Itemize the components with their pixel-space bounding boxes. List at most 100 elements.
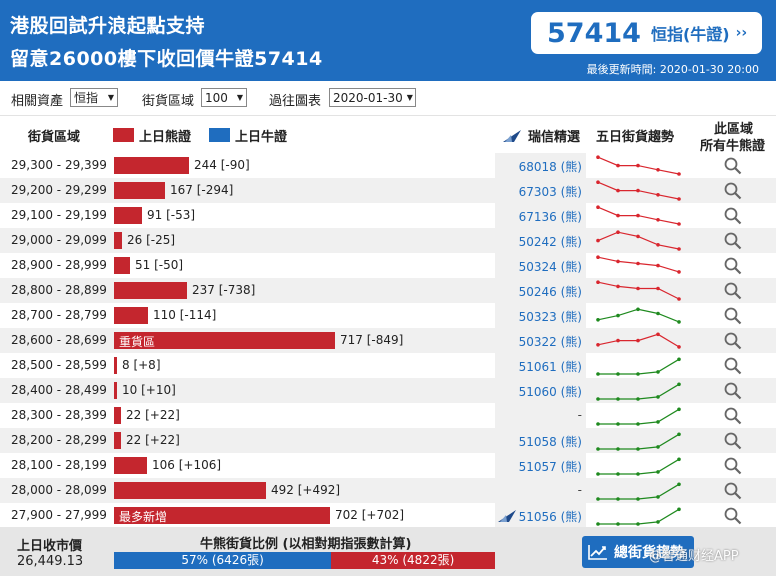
magnifier-icon[interactable]	[723, 381, 743, 401]
last-updated: 最後更新時間: 2020-01-30 20:00	[586, 63, 759, 76]
trend-point	[677, 357, 681, 362]
pick-warrant-link[interactable]: 68018 (熊)	[518, 160, 582, 174]
total-trend-button[interactable]: 總街貨趨勢	[582, 536, 694, 568]
pick-warrant-link[interactable]: 50322 (熊)	[518, 335, 582, 349]
magnifier-icon[interactable]	[723, 431, 743, 451]
pick-warrant-link[interactable]: 50246 (熊)	[518, 285, 582, 299]
table-row: 28,800 - 28,899 237 [-738] 50246 (熊)	[0, 278, 776, 303]
past-chart-date-value: 2020-01-30	[333, 90, 403, 105]
trend-point	[596, 343, 600, 347]
magnifier-icon[interactable]	[723, 406, 743, 426]
pick-cell: 51058 (熊)	[495, 428, 586, 453]
magnifier-icon[interactable]	[723, 456, 743, 476]
zone-select[interactable]: 100 ▼	[201, 88, 247, 107]
trend-point	[656, 311, 660, 316]
trend-point	[616, 259, 620, 264]
magnifier-icon[interactable]	[723, 231, 743, 251]
trend-point	[616, 163, 620, 168]
header: 港股回試升浪起點支持 留意26000樓下收回價牛證57414 57414 恒指(…	[0, 0, 776, 81]
magnifier-icon[interactable]	[723, 356, 743, 376]
bear-quantity-bar	[114, 457, 147, 474]
quantity-label: 702 [+702]	[335, 508, 405, 522]
footer: 上日收市價 26,449.13 牛熊街貨比例 (以相對期指張數計算) 57% (…	[0, 527, 776, 576]
asset-select[interactable]: 恒指 ▼	[70, 88, 118, 107]
trend-point	[596, 280, 600, 284]
pick-warrant-link[interactable]: 51061 (熊)	[518, 360, 582, 374]
zone-range: 28,700 - 28,799	[11, 308, 107, 322]
zone-column-header: 街貨區域	[28, 130, 81, 145]
magnifier-icon[interactable]	[723, 256, 743, 276]
pick-warrant-link[interactable]: 50323 (熊)	[518, 310, 582, 324]
magnifier-icon[interactable]	[723, 281, 743, 301]
table-row: 27,900 - 27,999 最多新增 702 [+702] 51056 (熊)	[0, 503, 776, 528]
pick-warrant-link[interactable]: 51057 (熊)	[518, 460, 582, 474]
asset-select-value: 恒指	[74, 91, 99, 105]
credit-suisse-sails-icon	[498, 510, 516, 522]
pick-warrant-link[interactable]: 67303 (熊)	[518, 185, 582, 199]
prev-close-value: 26,449.13	[17, 554, 84, 569]
bear-legend-swatch	[113, 128, 134, 142]
magnifier-icon[interactable]	[723, 156, 743, 176]
trend-point	[656, 332, 660, 337]
trend-point	[616, 372, 620, 376]
five-day-trend-sparkline	[596, 180, 681, 201]
magnifier-icon[interactable]	[723, 181, 743, 201]
trend-point	[677, 457, 681, 462]
trend-point	[616, 213, 620, 218]
past-chart-date-select[interactable]: 2020-01-30 ▼	[329, 88, 416, 107]
pick-warrant-link[interactable]: 67136 (熊)	[518, 210, 582, 224]
zone-range: 28,000 - 28,099	[11, 483, 107, 497]
prev-close-label: 上日收市價	[17, 539, 83, 554]
pick-cell: 51061 (熊)	[495, 353, 586, 378]
quantity-label: 91 [-53]	[147, 208, 196, 222]
trend-point	[596, 238, 600, 243]
magnifier-icon[interactable]	[723, 506, 743, 526]
zone-range: 29,000 - 29,099	[11, 233, 107, 247]
quantity-label: 22 [+22]	[126, 433, 180, 447]
pick-warrant-link[interactable]: 50324 (熊)	[518, 260, 582, 274]
pick-warrant-link[interactable]: 51056 (熊)	[518, 510, 582, 524]
zone-range: 27,900 - 27,999	[11, 508, 107, 522]
trend-point	[656, 193, 660, 197]
zone-range: 29,300 - 29,399	[11, 158, 107, 172]
quantity-label: 717 [-849]	[340, 333, 404, 347]
five-day-trend-sparkline	[596, 432, 681, 451]
bear-legend-label: 上日熊證	[139, 130, 192, 145]
zone-range: 28,900 - 28,999	[11, 258, 107, 272]
trend-point	[677, 482, 681, 487]
trend-point	[677, 172, 681, 176]
trend-point	[677, 297, 681, 301]
trend-point	[596, 318, 600, 322]
pick-warrant-link[interactable]: 51060 (熊)	[518, 385, 582, 399]
trend-line	[598, 433, 680, 450]
magnifier-icon[interactable]	[723, 481, 743, 501]
trend-point	[677, 320, 681, 324]
trend-point	[677, 247, 681, 251]
credit-suisse-sails-icon	[503, 130, 521, 142]
trend-line	[597, 281, 680, 300]
magnifier-icon[interactable]	[723, 206, 743, 226]
trend-point	[656, 495, 660, 499]
trend-point	[636, 522, 640, 526]
total-trend-label: 總街貨趨勢	[614, 545, 684, 561]
trend-point	[636, 163, 640, 168]
pick-warrant-link[interactable]: 50242 (熊)	[518, 235, 582, 249]
zone-range: 29,100 - 29,199	[11, 208, 107, 222]
trend-point	[636, 286, 640, 291]
trend-point	[636, 497, 640, 501]
asset-label: 相關資產	[11, 94, 64, 109]
all-warrants-header-line1: 此區域	[714, 122, 754, 137]
featured-warrant-button[interactable]: 57414 恒指(牛證) ››	[531, 12, 762, 54]
pick-cell: 51057 (熊)	[495, 453, 586, 478]
magnifier-icon[interactable]	[723, 331, 743, 351]
quantity-label: 167 [-294]	[170, 183, 234, 197]
magnifier-icon[interactable]	[723, 306, 743, 326]
zone-select-value: 100	[205, 90, 228, 105]
bull-bear-ratio-bar: 57% (6426張) 43% (4822張)	[114, 552, 495, 569]
table-row: 28,500 - 28,599 8 [+8] 51061 (熊)	[0, 353, 776, 378]
five-day-trend-sparkline	[596, 155, 681, 176]
bear-quantity-bar	[114, 182, 165, 199]
bar-tag: 重貨區	[119, 335, 156, 349]
pick-warrant-link[interactable]: 51058 (熊)	[518, 435, 582, 449]
trend-point	[596, 447, 600, 451]
